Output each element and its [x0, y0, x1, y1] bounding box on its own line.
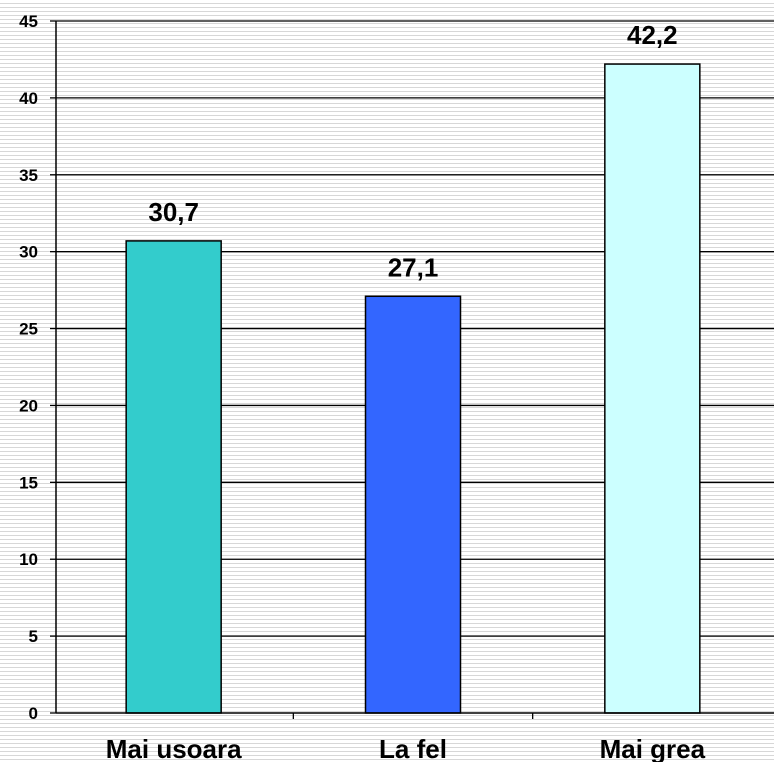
- y-tick-label: 45: [19, 12, 38, 31]
- y-tick-label: 30: [19, 243, 38, 262]
- y-tick-label: 10: [19, 550, 38, 569]
- y-tick-label: 35: [19, 166, 38, 185]
- x-category-label: La fel: [379, 734, 447, 762]
- y-tick-label: 5: [29, 627, 38, 646]
- bars: [125, 63, 701, 714]
- data-label: 30,7: [148, 197, 199, 227]
- labels: 0 5 10 15 20 25 30 35 40 45 30,7 Mai usoara 27,1 La f…: [19, 12, 706, 762]
- bar-2: [364, 295, 462, 714]
- y-tick-label: 0: [29, 704, 38, 723]
- data-label: 27,1: [388, 252, 439, 282]
- bar-1: [125, 240, 222, 714]
- bar-3: [604, 63, 701, 714]
- x-category-label: Mai usoara: [106, 734, 242, 762]
- y-tick-label: 40: [19, 89, 38, 108]
- x-category-label: Mai grea: [600, 734, 706, 762]
- y-tick-label: 20: [19, 396, 38, 415]
- axes: [50, 20, 774, 719]
- y-tick-label: 25: [19, 320, 38, 339]
- data-label: 42,2: [627, 20, 678, 50]
- y-tick-label: 15: [19, 473, 38, 492]
